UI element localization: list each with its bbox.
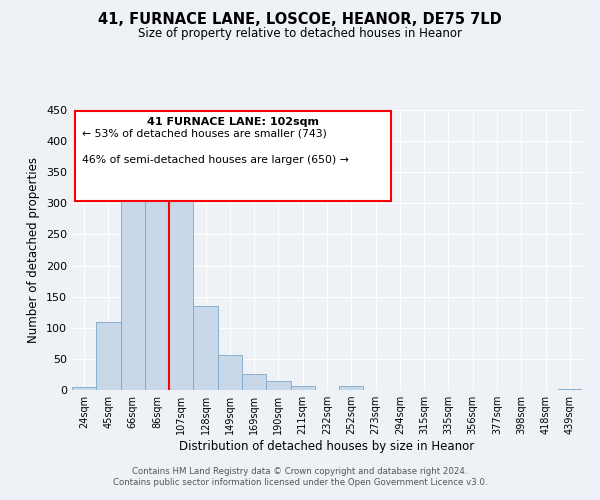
X-axis label: Distribution of detached houses by size in Heanor: Distribution of detached houses by size … [179,440,475,453]
Text: 46% of semi-detached houses are larger (650) →: 46% of semi-detached houses are larger (… [82,155,349,165]
Bar [145,156,169,390]
Text: 41 FURNACE LANE: 102sqm: 41 FURNACE LANE: 102sqm [146,117,319,127]
Bar [96,322,121,390]
Y-axis label: Number of detached properties: Number of detached properties [28,157,40,343]
Bar [121,172,145,390]
Bar [339,386,364,390]
Bar [218,354,242,390]
Bar [72,387,96,390]
Bar [290,386,315,390]
Text: ← 53% of detached houses are smaller (743): ← 53% of detached houses are smaller (74… [82,128,327,138]
Text: Contains HM Land Registry data © Crown copyright and database right 2024.: Contains HM Land Registry data © Crown c… [132,467,468,476]
Bar [266,382,290,390]
FancyBboxPatch shape [74,112,391,201]
Text: Contains public sector information licensed under the Open Government Licence v3: Contains public sector information licen… [113,478,487,487]
Bar [193,306,218,390]
Text: Size of property relative to detached houses in Heanor: Size of property relative to detached ho… [138,28,462,40]
Bar [242,374,266,390]
Bar [558,389,582,390]
Bar [169,188,193,390]
Text: 41, FURNACE LANE, LOSCOE, HEANOR, DE75 7LD: 41, FURNACE LANE, LOSCOE, HEANOR, DE75 7… [98,12,502,28]
